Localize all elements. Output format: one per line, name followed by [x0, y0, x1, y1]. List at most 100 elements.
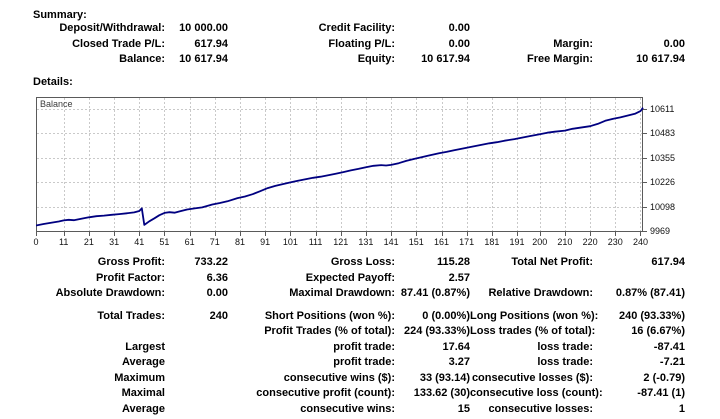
stat-value: 617.94 — [194, 37, 228, 50]
table-row: Gross Profit: 733.22 Gross Loss: 115.28 Tota… — [0, 255, 690, 271]
y-axis-tick-label: 9969 — [650, 226, 671, 237]
stat-value: 733.22 — [194, 256, 228, 268]
stat-label: consecutive losses: — [488, 402, 593, 415]
table-row: Total Trades: 240 Short Positions (won %):… — [0, 309, 690, 325]
stat-value: 10 617.94 — [421, 53, 470, 65]
stat-label: Total Trades: — [97, 309, 165, 322]
stat-value: 10 617.94 — [179, 53, 228, 65]
stat-value: 17.64 — [442, 340, 470, 353]
stat-value: 617.94 — [651, 256, 685, 268]
stat-label: Closed Trade P/L: — [72, 37, 165, 50]
x-axis-tick-label: 151 — [408, 237, 424, 247]
stat-value: 10 000.00 — [179, 22, 228, 34]
stat-label: Maximal — [121, 387, 165, 399]
x-axis-tick-label: 11 — [59, 237, 69, 247]
y-axis-tick-label: 10483 — [650, 128, 676, 139]
x-axis-tick-label: 240 — [632, 237, 648, 247]
stat-value: 10 617.94 — [636, 53, 685, 65]
chart-legend-label: Balance — [40, 99, 73, 109]
table-row: Closed Trade P/L: 617.94 Floating P/L: 0.00… — [0, 37, 690, 53]
stat-label: Expected Payoff: — [305, 271, 395, 284]
stat-value: 87.41 (0.87%) — [400, 287, 470, 299]
stat-label: Maximum — [114, 371, 165, 384]
stat-label: Equity: — [357, 53, 395, 65]
x-axis-tick-label: 131 — [358, 237, 374, 247]
x-axis-tick-label: 111 — [308, 237, 323, 247]
stat-label — [470, 21, 593, 37]
stat-label: Short Positions (won %): — [264, 309, 395, 322]
stat-value: 3.27 — [448, 356, 470, 368]
x-axis-tick-label: 0 — [33, 237, 39, 247]
stat-label: loss trade: — [537, 340, 593, 353]
table-row: Profit Factor: 6.36 Expected Payoff: 2.57 — [0, 271, 690, 287]
table-row: Maximum consecutive wins ($): 33 (93.14) co… — [0, 371, 690, 387]
table-row: Deposit/Withdrawal: 10 000.00 Credit Facil… — [0, 21, 690, 37]
stat-label: consecutive loss (count): — [470, 387, 603, 399]
stat-value: 133.62 (30) — [413, 387, 470, 399]
stat-label: consecutive profit (count): — [256, 387, 395, 399]
stat-label: Gross Loss: — [330, 256, 395, 268]
stat-label: profit trade: — [333, 356, 395, 368]
stat-label: Profit Trades (% of total): — [264, 325, 395, 337]
stat-label: Floating P/L: — [328, 37, 395, 50]
stat-label: Credit Facility: — [318, 22, 395, 34]
stat-value: 6.36 — [206, 271, 228, 284]
x-axis-tick-label: 51 — [159, 237, 170, 247]
table-row: Absolute Drawdown: 0.00 Maximal Drawdown: 8… — [0, 286, 690, 302]
stat-value: 1 — [678, 402, 685, 415]
stat-label: loss trade: — [537, 356, 593, 368]
table-row: Balance: 10 617.94 Equity: 10 617.94 Free Ma… — [0, 52, 690, 68]
stat-label: Gross Profit: — [97, 256, 165, 268]
stat-value: -87.41 (1) — [637, 387, 685, 399]
stat-label: Margin: — [553, 37, 593, 50]
x-axis-tick-label: 31 — [109, 237, 120, 247]
x-axis-tick-label: 21 — [83, 237, 94, 247]
stat-label: Absolute Drawdown: — [55, 287, 165, 299]
stat-value: 0.87% (87.41) — [615, 287, 685, 299]
stat-label — [0, 324, 165, 340]
x-axis-tick-label: 200 — [532, 237, 548, 247]
table-row: Profit Trades (% of total): 224 (93.33%) L… — [0, 324, 690, 340]
summary-heading: Summary: — [33, 9, 87, 21]
stat-value — [165, 355, 228, 371]
stat-label: Long Positions (won %): — [470, 309, 599, 322]
stat-label: consecutive wins: — [300, 402, 395, 415]
stat-value: -7.21 — [659, 356, 685, 368]
y-axis-tick-label: 10226 — [650, 177, 676, 188]
stat-value: 115.28 — [436, 256, 470, 268]
stat-label: consecutive losses ($): — [471, 371, 593, 384]
x-axis-tick-label: 181 — [484, 237, 500, 247]
stat-value — [593, 21, 685, 37]
summary-table: Deposit/Withdrawal: 10 000.00 Credit Facil… — [0, 21, 690, 68]
x-axis-tick-label: 141 — [383, 237, 399, 247]
details-heading: Details: — [33, 76, 73, 88]
stat-value: 224 (93.33%) — [403, 325, 470, 337]
stat-label: Total Net Profit: — [511, 256, 593, 268]
table-row: Maximal consecutive profit (count): 133.62… — [0, 386, 690, 402]
stat-value — [165, 386, 228, 402]
stat-value — [165, 340, 228, 356]
y-axis-tick-label: 10611 — [650, 104, 675, 114]
table-row: Largest profit trade: 17.64 loss trade: -87.… — [0, 340, 690, 356]
x-axis-tick-label: 191 — [509, 237, 525, 247]
stat-value — [165, 371, 228, 387]
stat-value: -87.41 — [653, 340, 685, 353]
x-axis-tick-label: 210 — [557, 237, 573, 247]
stat-value: 240 — [209, 309, 228, 322]
stat-label: Relative Drawdown: — [488, 287, 593, 299]
balance-chart-svg — [36, 97, 647, 236]
x-axis-tick-label: 71 — [209, 237, 220, 247]
x-axis-tick-label: 91 — [260, 237, 271, 247]
stat-label: profit trade: — [333, 340, 395, 353]
stat-value: 0.00 — [448, 37, 470, 50]
stat-value: 2 (-0.79) — [643, 371, 685, 384]
stat-value: 2.57 — [448, 271, 470, 284]
stat-value: 16 (6.67%) — [631, 325, 685, 337]
stat-label: Largest — [125, 340, 165, 353]
stat-value: 33 (93.14) — [419, 371, 470, 384]
stat-value: 15 — [457, 402, 470, 415]
stat-value: 240 (93.33%) — [618, 309, 685, 322]
y-axis-tick-label: 10098 — [650, 201, 676, 212]
stat-label: Deposit/Withdrawal: — [59, 22, 165, 34]
